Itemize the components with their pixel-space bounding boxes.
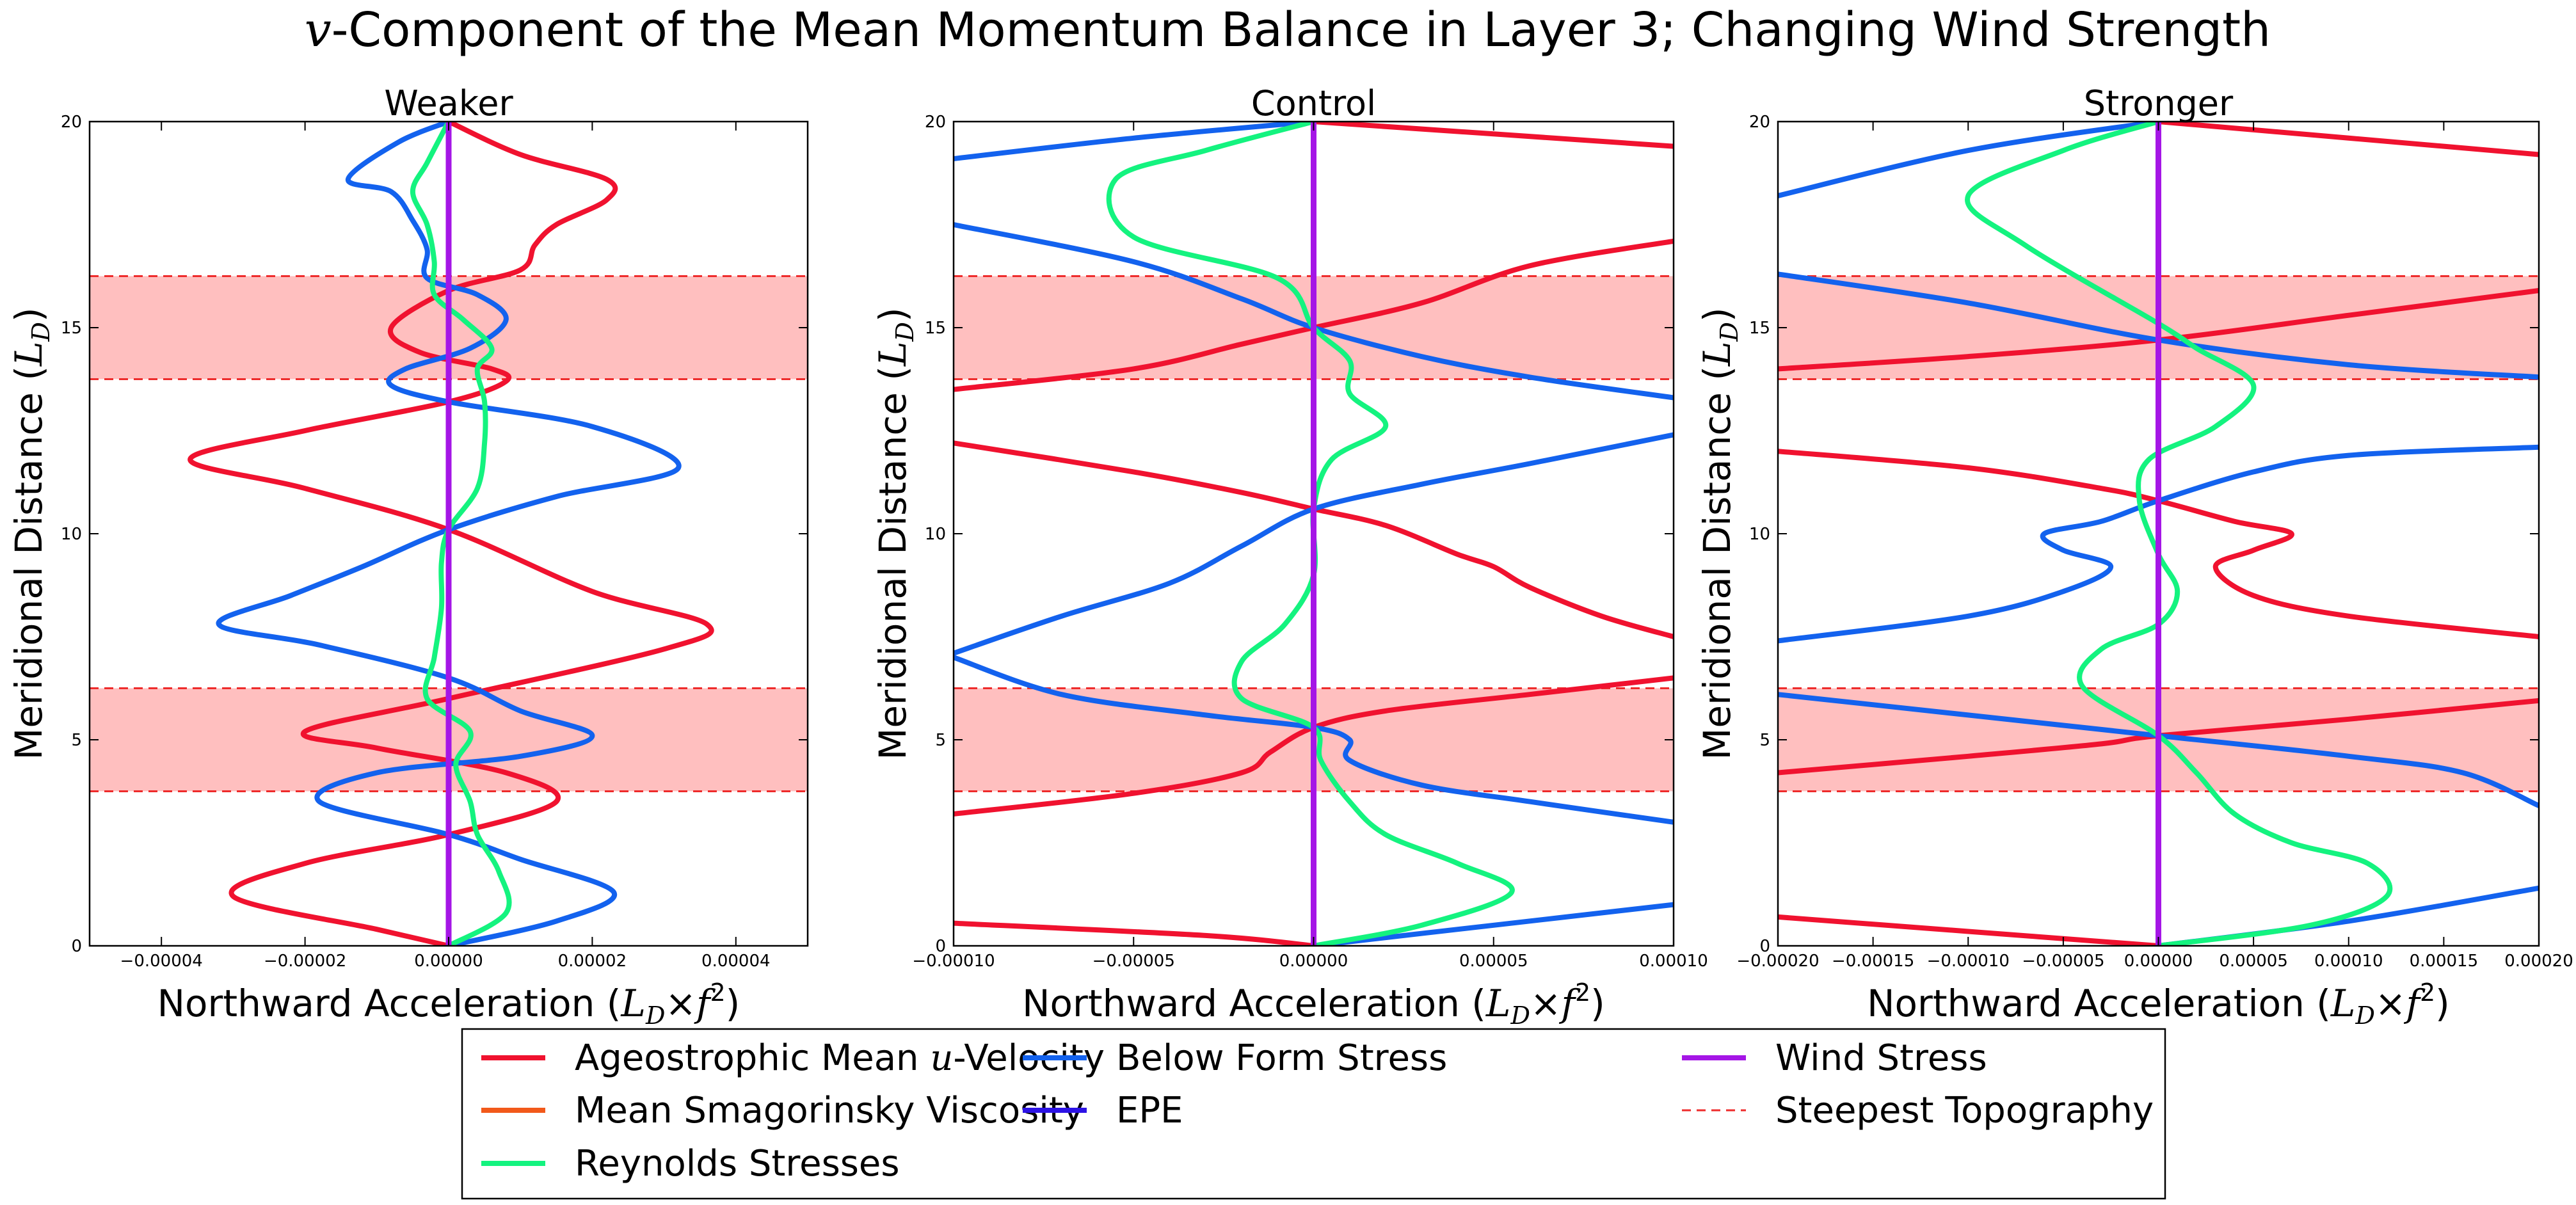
series-form-stress-line xyxy=(1778,692,2539,808)
series-reynolds-line xyxy=(1106,122,1515,946)
x-tick-label: −0.00010 xyxy=(912,952,995,971)
series-ageostrophic-line xyxy=(954,440,1674,639)
panels-group: −0.00004 −0.00002 0.00000 0.00002 0.00004 0 5 1… xyxy=(7,83,2573,1030)
y-tick-label: 0 xyxy=(1759,937,1770,956)
panel-title: Weaker xyxy=(384,83,513,124)
series-form-stress-line xyxy=(954,122,1316,161)
series-ageostrophic-line xyxy=(1778,914,2161,946)
y-tick-label: 5 xyxy=(71,731,82,750)
legend-label-smagorinsky: Mean Smagorinsky Viscosity xyxy=(575,1090,1084,1131)
y-tick-label: 15 xyxy=(925,319,946,338)
x-tick-label: −0.00005 xyxy=(2022,952,2104,971)
panel-stronger: −0.00020 −0.00015 −0.00010 −0.00005 0.00000 0… xyxy=(1695,83,2573,1030)
series-ageostrophic-line xyxy=(1311,122,1674,149)
x-tick-label: 0.00010 xyxy=(2314,952,2383,971)
x-tick-label: 0.00004 xyxy=(701,952,771,971)
x-tick-label: −0.00010 xyxy=(1927,952,2010,971)
y-tick-label: 20 xyxy=(925,113,946,132)
y-tick-label: 15 xyxy=(1749,319,1770,338)
y-axis-label: Meridional Distance (LD) xyxy=(1695,307,1743,760)
series-ageostrophic-line xyxy=(954,920,1316,946)
x-tick-label: −0.00020 xyxy=(1736,952,1819,971)
x-tick-label: 0.00000 xyxy=(1279,952,1348,971)
series-form-stress-line xyxy=(954,432,1674,656)
panel-control: −0.00010 −0.00005 0.00000 0.00005 0.00010 0 5 1… xyxy=(871,83,1708,1030)
suptitle-rest: -Component of the Mean Momentum Balance … xyxy=(332,3,2271,58)
series-ageostrophic-line xyxy=(2156,122,2539,157)
panel-title: Control xyxy=(1251,83,1376,124)
y-tick-label: 0 xyxy=(71,937,82,956)
y-tick-label: 5 xyxy=(935,731,946,750)
figure-suptitle: v-Component of the Mean Momentum Balance… xyxy=(305,3,2271,58)
y-tick-label: 20 xyxy=(1749,113,1770,132)
y-tick-label: 10 xyxy=(61,525,82,544)
legend-frame xyxy=(461,1028,2166,1200)
panel-weaker: −0.00004 −0.00002 0.00000 0.00002 0.00004 0 5 1… xyxy=(7,83,809,1030)
x-tick-label: 0.00000 xyxy=(414,952,483,971)
x-axis-label: Northward Acceleration (LD×f2) xyxy=(157,978,740,1030)
series-form-stress-line xyxy=(954,655,1674,825)
y-tick-label: 15 xyxy=(61,319,82,338)
y-tick-label: 0 xyxy=(935,937,946,956)
x-tick-label: −0.00005 xyxy=(1092,952,1175,971)
x-tick-label: −0.00004 xyxy=(120,952,203,971)
y-tick-label: 5 xyxy=(1759,731,1770,750)
x-tick-label: 0.00005 xyxy=(1459,952,1528,971)
x-axis-label: Northward Acceleration (LD×f2) xyxy=(1867,978,2450,1030)
legend-label-form-stress: Below Form Stress xyxy=(1116,1037,1447,1079)
series-form-stress-line xyxy=(216,122,682,946)
legend-label-wind: Wind Stress xyxy=(1775,1037,1987,1079)
series-form-stress-line xyxy=(1778,444,2539,644)
legend-label-reynolds: Reynolds Stresses xyxy=(575,1143,900,1185)
series-form-stress-line xyxy=(1778,122,2161,198)
y-tick-label: 10 xyxy=(925,525,946,544)
x-tick-label: −0.00002 xyxy=(264,952,346,971)
x-tick-label: 0.00000 xyxy=(2124,952,2193,971)
series-ageostrophic-line xyxy=(1778,449,2539,639)
x-tick-label: −0.00015 xyxy=(1832,952,1914,971)
x-tick-label: 0.00002 xyxy=(558,952,627,971)
series-ageostrophic-line xyxy=(954,675,1674,817)
series-ageostrophic-line xyxy=(1778,698,2539,776)
y-tick-label: 20 xyxy=(61,113,82,132)
legend-label-topo-line: Steepest Topography xyxy=(1775,1090,2154,1131)
x-axis-label: Northward Acceleration (LD×f2) xyxy=(1022,978,1605,1030)
x-tick-label: 0.00005 xyxy=(2219,952,2288,971)
panel-title: Stronger xyxy=(2084,83,2234,124)
x-tick-label: 0.00010 xyxy=(1639,952,1708,971)
y-axis-label: Meridional Distance (LD) xyxy=(871,307,919,760)
x-tick-label: 0.00020 xyxy=(2504,952,2573,971)
y-tick-label: 10 xyxy=(1749,525,1770,544)
x-tick-label: 0.00015 xyxy=(2410,952,2479,971)
legend-label-epe: EPE xyxy=(1116,1090,1183,1131)
series-reynolds-line xyxy=(1965,122,2393,946)
y-axis-label: Meridional Distance (LD) xyxy=(7,307,55,760)
suptitle-italic-v: v xyxy=(305,3,332,58)
